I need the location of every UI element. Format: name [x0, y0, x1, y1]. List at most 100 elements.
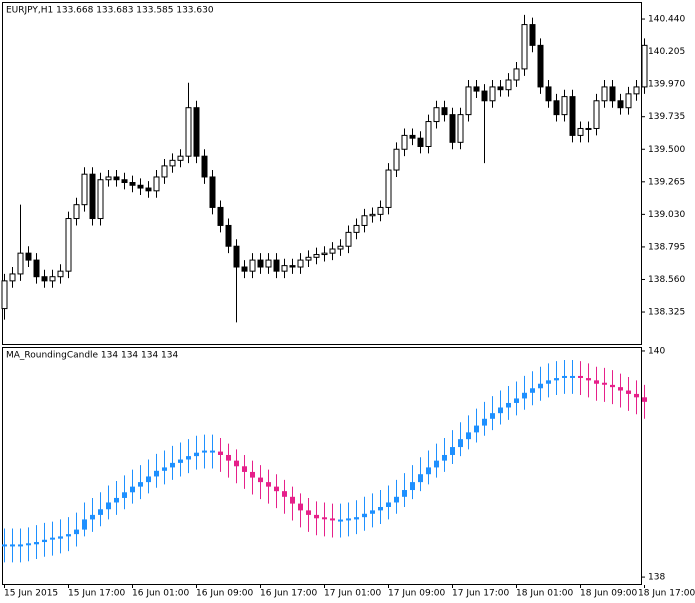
- candle-body: [185, 107, 192, 157]
- indicator-body: [290, 496, 295, 504]
- indicator-body: [242, 466, 247, 472]
- indicator-body: [282, 491, 287, 497]
- candle-body: [41, 276, 48, 282]
- indicator-body: [98, 509, 103, 515]
- indicator-body: [362, 513, 367, 518]
- indicator-body: [306, 510, 311, 515]
- indicator-body: [402, 490, 407, 497]
- candle-body: [113, 176, 120, 181]
- candle-body: [281, 265, 288, 272]
- candle-body: [145, 187, 152, 192]
- candle-body: [529, 24, 536, 46]
- candle-body: [105, 176, 112, 181]
- x-tick-label: 17 Jun 09:00: [388, 589, 445, 599]
- candle-body: [201, 155, 208, 178]
- candle-body: [129, 182, 136, 186]
- indicator-body: [170, 462, 175, 468]
- indicator-body: [90, 514, 95, 520]
- indicator-body: [162, 467, 167, 471]
- indicator-body: [338, 519, 343, 522]
- indicator-body: [146, 476, 151, 483]
- y-tick-label: 139.735: [648, 112, 685, 122]
- main-panel: [2, 2, 642, 345]
- candle-body: [441, 107, 448, 116]
- x-tick-label: 18 Jun 17:00: [638, 589, 695, 599]
- indicator-body: [626, 390, 631, 394]
- candle-body: [457, 114, 464, 143]
- indicator-body: [522, 392, 527, 399]
- candle-body: [481, 90, 488, 102]
- indicator-body: [482, 418, 487, 426]
- candle-body: [585, 127, 592, 130]
- y-tick-label: 139.265: [648, 177, 685, 187]
- indicator-body: [330, 518, 335, 521]
- indicator-body: [458, 439, 463, 448]
- candle-body: [553, 100, 560, 116]
- candle-body: [89, 173, 96, 220]
- candle-body: [601, 86, 608, 102]
- y-tick-label: 139.500: [648, 145, 685, 155]
- candle-body: [625, 93, 632, 109]
- candle-body: [273, 259, 280, 272]
- candle-body: [217, 206, 224, 226]
- candle-body: [65, 218, 72, 272]
- indicator-body: [562, 375, 567, 378]
- candle-body: [73, 204, 80, 220]
- candle-body: [257, 259, 264, 268]
- indicator-body: [410, 482, 415, 491]
- candle-body: [393, 148, 400, 171]
- indicator-body: [26, 543, 31, 546]
- indicator-body: [506, 402, 511, 408]
- indicator-body: [122, 492, 127, 498]
- indicator-body: [130, 486, 135, 493]
- candle-body: [305, 256, 312, 261]
- candle-body: [505, 79, 512, 91]
- indicator-body: [234, 460, 239, 467]
- indicator-body: [66, 534, 71, 537]
- candle-body: [617, 100, 624, 109]
- indicator-panel: [2, 347, 642, 585]
- candle-body: [81, 173, 88, 206]
- x-tick-label: 15 Jun 17:00: [68, 589, 125, 599]
- candle-body: [161, 165, 168, 178]
- candle-body: [409, 134, 416, 139]
- y-tick-label: 140.440: [648, 15, 685, 25]
- candle-body: [609, 86, 616, 102]
- candle-body: [1, 280, 8, 310]
- x-tick-label: 16 Jun 17:00: [260, 589, 317, 599]
- candle-body: [593, 100, 600, 129]
- candle-body: [33, 259, 40, 278]
- x-tick-label: 18 Jun 09:00: [580, 589, 637, 599]
- indicator-body: [578, 375, 583, 378]
- indicator-body: [10, 544, 15, 547]
- candle-body: [425, 121, 432, 147]
- x-tick-label: 17 Jun 01:00: [324, 589, 381, 599]
- indicator-body: [258, 477, 263, 483]
- candle-body: [513, 68, 520, 81]
- candle-body: [265, 259, 272, 268]
- indicator-body: [498, 407, 503, 414]
- indicator-body: [370, 510, 375, 514]
- candle-body: [497, 86, 504, 91]
- indicator-body: [450, 447, 455, 455]
- x-tick-label: 16 Jun 01:00: [132, 589, 189, 599]
- x-tick-label: 17 Jun 17:00: [452, 589, 509, 599]
- indicator-body: [298, 503, 303, 511]
- indicator-body: [418, 474, 423, 483]
- candle-body: [137, 184, 144, 189]
- y-tick-label: 139.970: [648, 80, 685, 90]
- candle-body: [561, 96, 568, 116]
- candle-body: [361, 215, 368, 226]
- indicator-body: [314, 514, 319, 519]
- indicator-body: [186, 456, 191, 460]
- candle-body: [121, 179, 128, 184]
- indicator-body: [106, 502, 111, 510]
- candle-body: [169, 159, 176, 167]
- candle-body: [225, 224, 232, 247]
- indicator-body: [394, 496, 399, 503]
- indicator-body: [82, 519, 87, 530]
- x-tick-label: 16 Jun 09:00: [196, 589, 253, 599]
- indicator-body: [138, 482, 143, 487]
- indicator-body: [42, 539, 47, 543]
- candle-body: [289, 265, 296, 268]
